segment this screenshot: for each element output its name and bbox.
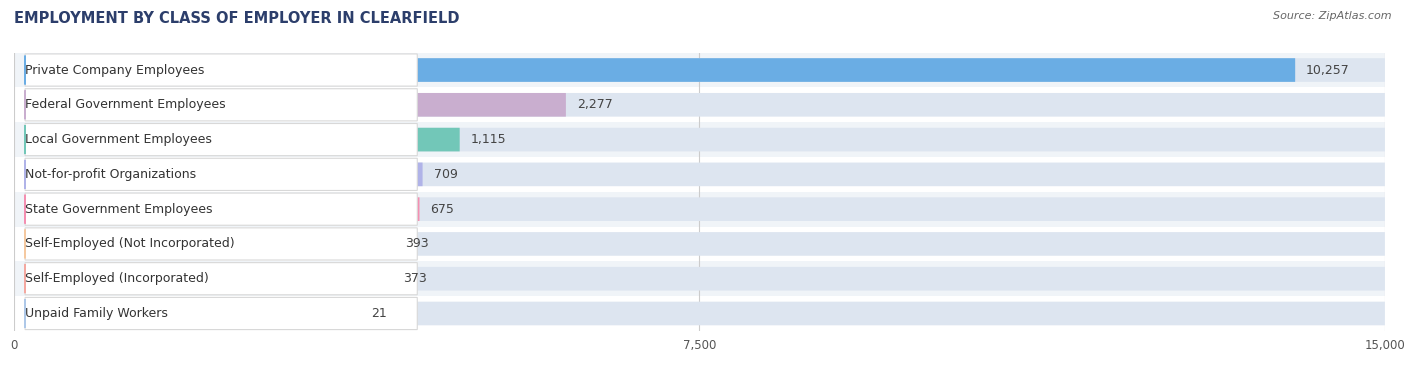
FancyBboxPatch shape <box>25 54 418 86</box>
Text: 10,257: 10,257 <box>1306 64 1350 77</box>
FancyBboxPatch shape <box>25 158 418 191</box>
FancyBboxPatch shape <box>357 232 1385 256</box>
Text: Self-Employed (Incorporated): Self-Employed (Incorporated) <box>25 272 209 285</box>
Text: 373: 373 <box>404 272 426 285</box>
FancyBboxPatch shape <box>14 122 1385 157</box>
Text: Source: ZipAtlas.com: Source: ZipAtlas.com <box>1274 11 1392 21</box>
FancyBboxPatch shape <box>14 296 1385 331</box>
FancyBboxPatch shape <box>14 226 1385 261</box>
FancyBboxPatch shape <box>357 93 565 117</box>
Text: Federal Government Employees: Federal Government Employees <box>25 98 226 111</box>
Text: 675: 675 <box>430 203 454 216</box>
FancyBboxPatch shape <box>25 193 418 225</box>
FancyBboxPatch shape <box>25 123 418 156</box>
FancyBboxPatch shape <box>14 88 1385 122</box>
FancyBboxPatch shape <box>25 228 418 260</box>
Text: Private Company Employees: Private Company Employees <box>25 64 204 77</box>
Text: EMPLOYMENT BY CLASS OF EMPLOYER IN CLEARFIELD: EMPLOYMENT BY CLASS OF EMPLOYER IN CLEAR… <box>14 11 460 26</box>
Text: 2,277: 2,277 <box>576 98 613 111</box>
FancyBboxPatch shape <box>357 302 1385 325</box>
FancyBboxPatch shape <box>14 192 1385 226</box>
FancyBboxPatch shape <box>357 232 394 256</box>
FancyBboxPatch shape <box>25 89 418 121</box>
FancyBboxPatch shape <box>357 128 460 152</box>
FancyBboxPatch shape <box>357 58 1385 82</box>
FancyBboxPatch shape <box>14 53 1385 88</box>
FancyBboxPatch shape <box>357 267 1385 291</box>
Text: 1,115: 1,115 <box>471 133 506 146</box>
FancyBboxPatch shape <box>357 128 1385 152</box>
FancyBboxPatch shape <box>357 267 392 291</box>
Text: State Government Employees: State Government Employees <box>25 203 212 216</box>
FancyBboxPatch shape <box>357 197 419 221</box>
FancyBboxPatch shape <box>357 162 1385 186</box>
Text: Not-for-profit Organizations: Not-for-profit Organizations <box>25 168 197 181</box>
FancyBboxPatch shape <box>357 302 360 325</box>
FancyBboxPatch shape <box>25 297 418 330</box>
Text: Local Government Employees: Local Government Employees <box>25 133 212 146</box>
FancyBboxPatch shape <box>357 93 1385 117</box>
FancyBboxPatch shape <box>25 262 418 295</box>
FancyBboxPatch shape <box>357 162 423 186</box>
FancyBboxPatch shape <box>357 58 1295 82</box>
FancyBboxPatch shape <box>14 157 1385 192</box>
Text: Unpaid Family Workers: Unpaid Family Workers <box>25 307 167 320</box>
Text: 21: 21 <box>371 307 387 320</box>
Text: 709: 709 <box>433 168 457 181</box>
Text: Self-Employed (Not Incorporated): Self-Employed (Not Incorporated) <box>25 237 235 250</box>
FancyBboxPatch shape <box>357 197 1385 221</box>
FancyBboxPatch shape <box>14 261 1385 296</box>
Text: 393: 393 <box>405 237 429 250</box>
